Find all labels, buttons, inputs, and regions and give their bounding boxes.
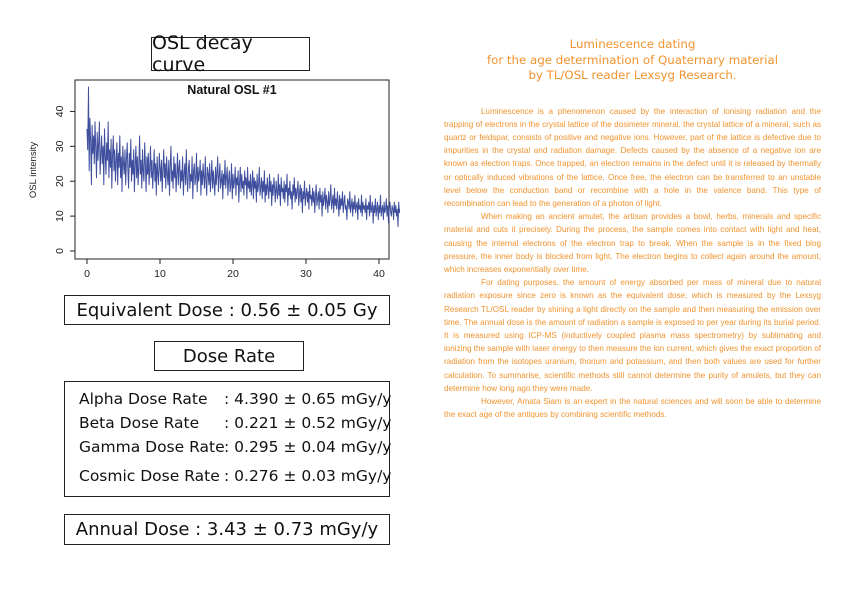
paragraph: Luminescence is a phenomenon caused by t… <box>444 106 821 208</box>
dose-rate-label: Cosmic Dose Rate <box>79 467 220 485</box>
dose-rate-value: : 0.221 ± 0.52 mGy/y <box>224 414 392 432</box>
paragraph: When making an ancient amulet, the artis… <box>444 212 821 274</box>
annual-dose-box: Annual Dose : 3.43 ± 0.73 mGy/y <box>64 514 390 545</box>
x-tick-label: 30 <box>300 268 312 280</box>
info-panel: Luminescence dating for the age determin… <box>444 37 821 421</box>
y-tick-label: 40 <box>54 105 66 117</box>
x-tick-label: 0 <box>84 268 90 280</box>
x-tick-label: 40 <box>373 268 385 280</box>
equivalent-dose: Equivalent Dose : 0.56 ± 0.05 Gy <box>76 299 378 321</box>
y-tick-label: 10 <box>54 210 66 222</box>
chart-axes: 0 10 20 30 40 0 10 20 30 40 <box>54 105 385 280</box>
dose-rate-value: : 4.390 ± 0.65 mGy/y <box>224 390 392 408</box>
y-tick-label: 30 <box>54 140 66 152</box>
dose-rate-value: : 0.295 ± 0.04 mGy/y <box>224 438 392 456</box>
equivalent-dose-box: Equivalent Dose : 0.56 ± 0.05 Gy <box>64 295 390 325</box>
heading-line: by TL/OSL reader Lexsyg Research. <box>528 68 737 82</box>
osl-chart: Natural OSL #1 OSL intensity 0 10 20 30 40 0 1… <box>28 79 400 280</box>
dose-rate-value: : 0.276 ± 0.03 mGy/y <box>224 467 392 485</box>
y-axis-label: OSL intensity <box>28 142 39 198</box>
dose-rate-label: Beta Dose Rate <box>79 414 200 432</box>
x-tick-label: 20 <box>227 268 239 280</box>
chart-title-box: OSL decay curve <box>151 32 310 76</box>
y-tick-label: 20 <box>54 175 66 187</box>
series-line <box>86 86 400 228</box>
dose-rate-header-box: Dose Rate <box>154 341 304 371</box>
dose-rates-box: Alpha Dose Rate : 4.390 ± 0.65 mGy/y Bet… <box>64 381 392 497</box>
heading-line: Luminescence dating <box>569 37 696 51</box>
page-title: OSL decay curve <box>152 32 253 76</box>
annual-dose: Annual Dose : 3.43 ± 0.73 mGy/y <box>75 519 379 540</box>
x-tick-label: 10 <box>154 268 166 280</box>
info-heading: Luminescence dating for the age determin… <box>444 37 821 84</box>
dose-rate-label: Alpha Dose Rate <box>79 390 208 408</box>
paragraph: However, Amata Siam is an expert in the … <box>444 396 821 420</box>
paragraph: For dating purposes, the amount of energ… <box>444 278 821 393</box>
chart-title: Natural OSL #1 <box>187 83 276 97</box>
dose-rate-header: Dose Rate <box>182 345 276 367</box>
y-tick-label: 0 <box>54 248 66 254</box>
info-body: Luminescence is a phenomenon caused by t… <box>444 105 821 422</box>
heading-line: for the age determination of Quaternary … <box>486 52 779 67</box>
dose-rate-label: Gamma Dose Rate <box>79 438 225 456</box>
